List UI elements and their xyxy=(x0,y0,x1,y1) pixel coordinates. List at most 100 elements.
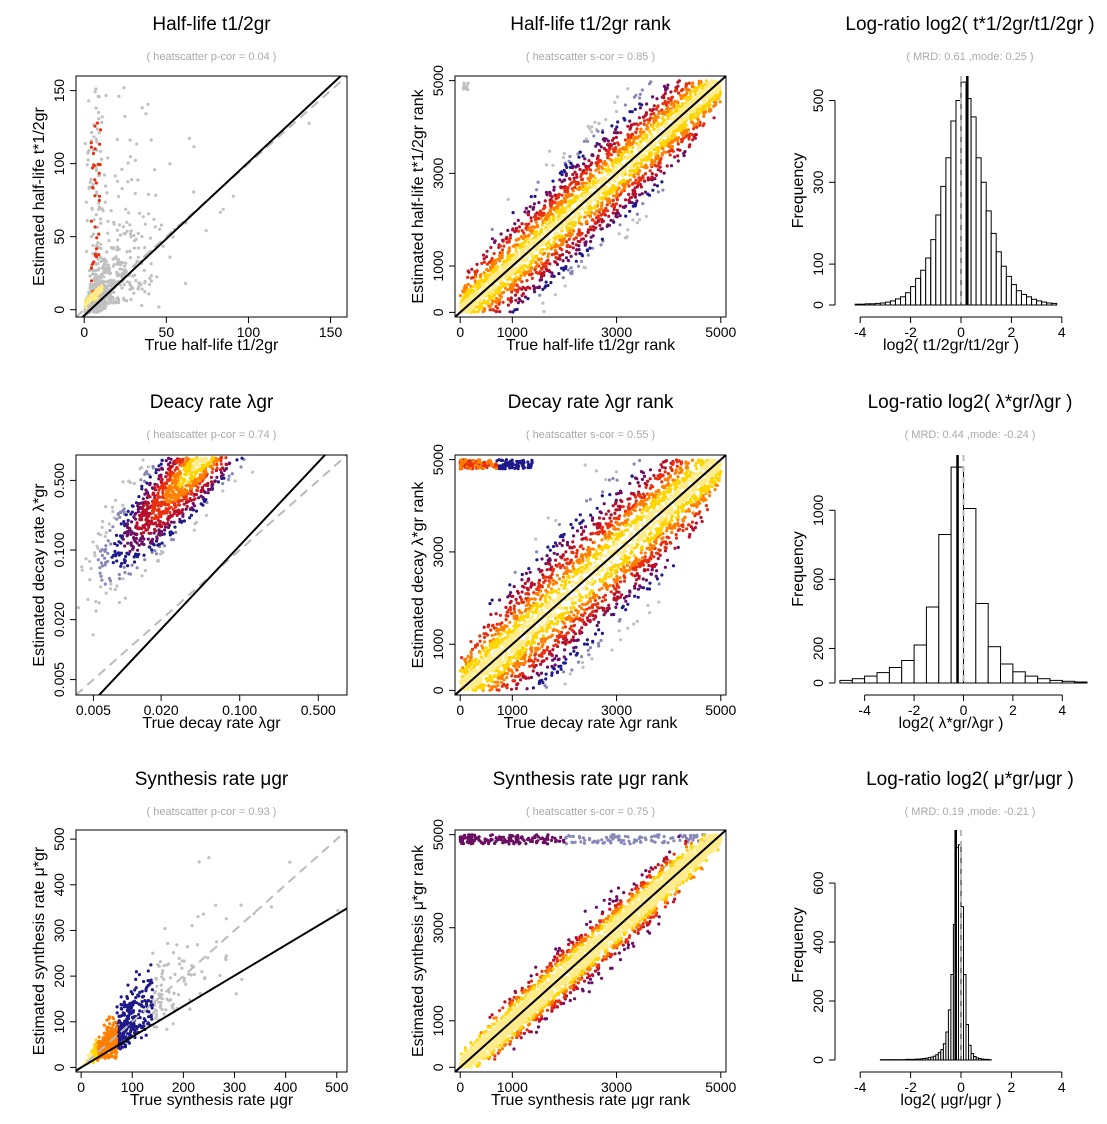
data-point xyxy=(98,143,101,146)
data-point xyxy=(653,148,656,151)
data-point xyxy=(80,565,83,568)
data-point xyxy=(124,208,127,211)
panel-title: Half-life t1/2gr rank xyxy=(510,14,671,35)
data-point xyxy=(227,478,230,481)
data-point xyxy=(561,173,564,176)
data-point xyxy=(563,152,566,155)
data-point xyxy=(197,496,200,499)
data-point xyxy=(524,295,527,298)
data-point xyxy=(157,528,160,531)
data-point xyxy=(168,511,171,514)
data-point xyxy=(530,219,533,222)
histogram-bar xyxy=(941,186,946,305)
points xyxy=(76,432,347,720)
data-point xyxy=(136,566,139,569)
data-point xyxy=(91,283,94,286)
histogram-bar xyxy=(1022,294,1027,305)
data-point xyxy=(599,227,602,230)
data-point xyxy=(537,237,540,240)
histogram-bar xyxy=(896,299,901,305)
data-point xyxy=(95,236,98,239)
data-point xyxy=(648,130,651,133)
data-point xyxy=(583,241,586,244)
data-point xyxy=(579,175,582,178)
data-point xyxy=(583,157,586,160)
panel-subtitle: ( MRD: 0.61 ,mode: 0.25 ) xyxy=(906,51,1033,63)
data-point xyxy=(143,558,146,561)
data-point xyxy=(539,251,542,254)
data-point xyxy=(636,213,639,216)
data-point xyxy=(151,538,154,541)
data-point xyxy=(150,548,153,551)
data-point xyxy=(638,96,641,99)
data-point xyxy=(651,125,654,128)
data-point xyxy=(94,90,97,93)
data-point xyxy=(108,280,111,283)
data-point xyxy=(117,95,120,98)
data-point xyxy=(584,266,587,269)
data-point xyxy=(528,244,531,247)
data-point xyxy=(105,531,108,534)
data-point xyxy=(560,267,563,270)
data-point xyxy=(516,275,519,278)
data-point xyxy=(148,483,151,486)
data-point xyxy=(514,267,517,270)
y-axis-label: Estimated half-life t*1/2gr xyxy=(31,106,48,285)
data-point xyxy=(575,260,578,263)
data-point xyxy=(98,566,101,569)
data-point xyxy=(95,181,98,184)
data-point xyxy=(137,256,140,259)
data-point xyxy=(93,178,96,181)
data-point xyxy=(122,86,125,89)
data-point xyxy=(507,198,510,201)
data-point xyxy=(97,202,100,205)
data-point xyxy=(171,465,174,468)
data-point xyxy=(601,238,604,241)
data-point xyxy=(126,280,129,283)
data-point xyxy=(84,142,87,145)
data-point xyxy=(142,497,145,500)
data-point xyxy=(553,186,556,189)
data-point xyxy=(144,223,147,226)
data-point xyxy=(103,299,106,302)
data-point xyxy=(120,562,123,565)
data-point xyxy=(139,467,142,470)
data-point xyxy=(645,102,648,105)
data-point xyxy=(147,292,150,295)
data-point xyxy=(509,234,512,237)
y-tick-label: 50 xyxy=(51,229,67,245)
data-point xyxy=(597,122,600,125)
data-point xyxy=(640,162,643,165)
data-point xyxy=(636,137,639,140)
data-point xyxy=(676,148,679,151)
data-point xyxy=(220,475,223,478)
data-point xyxy=(97,291,100,294)
histogram-bar xyxy=(976,158,981,305)
data-point xyxy=(636,127,639,130)
data-point xyxy=(523,240,526,243)
data-point xyxy=(134,553,137,556)
data-point xyxy=(665,139,668,142)
data-point xyxy=(517,230,520,233)
data-point xyxy=(613,101,616,104)
data-point xyxy=(542,310,545,313)
data-point xyxy=(192,498,195,501)
data-point xyxy=(657,168,660,171)
data-point xyxy=(104,505,107,508)
data-point xyxy=(154,514,157,517)
data-point xyxy=(677,142,680,145)
data-point xyxy=(211,471,214,474)
data-point xyxy=(91,244,94,247)
data-point xyxy=(132,292,135,295)
data-point xyxy=(498,310,501,313)
data-point xyxy=(531,277,534,280)
data-point xyxy=(98,205,101,208)
data-point xyxy=(561,194,564,197)
data-point xyxy=(133,560,136,563)
data-point xyxy=(547,229,550,232)
data-point xyxy=(134,159,137,162)
data-point xyxy=(462,82,465,85)
data-point xyxy=(563,178,566,181)
data-point xyxy=(562,276,565,279)
